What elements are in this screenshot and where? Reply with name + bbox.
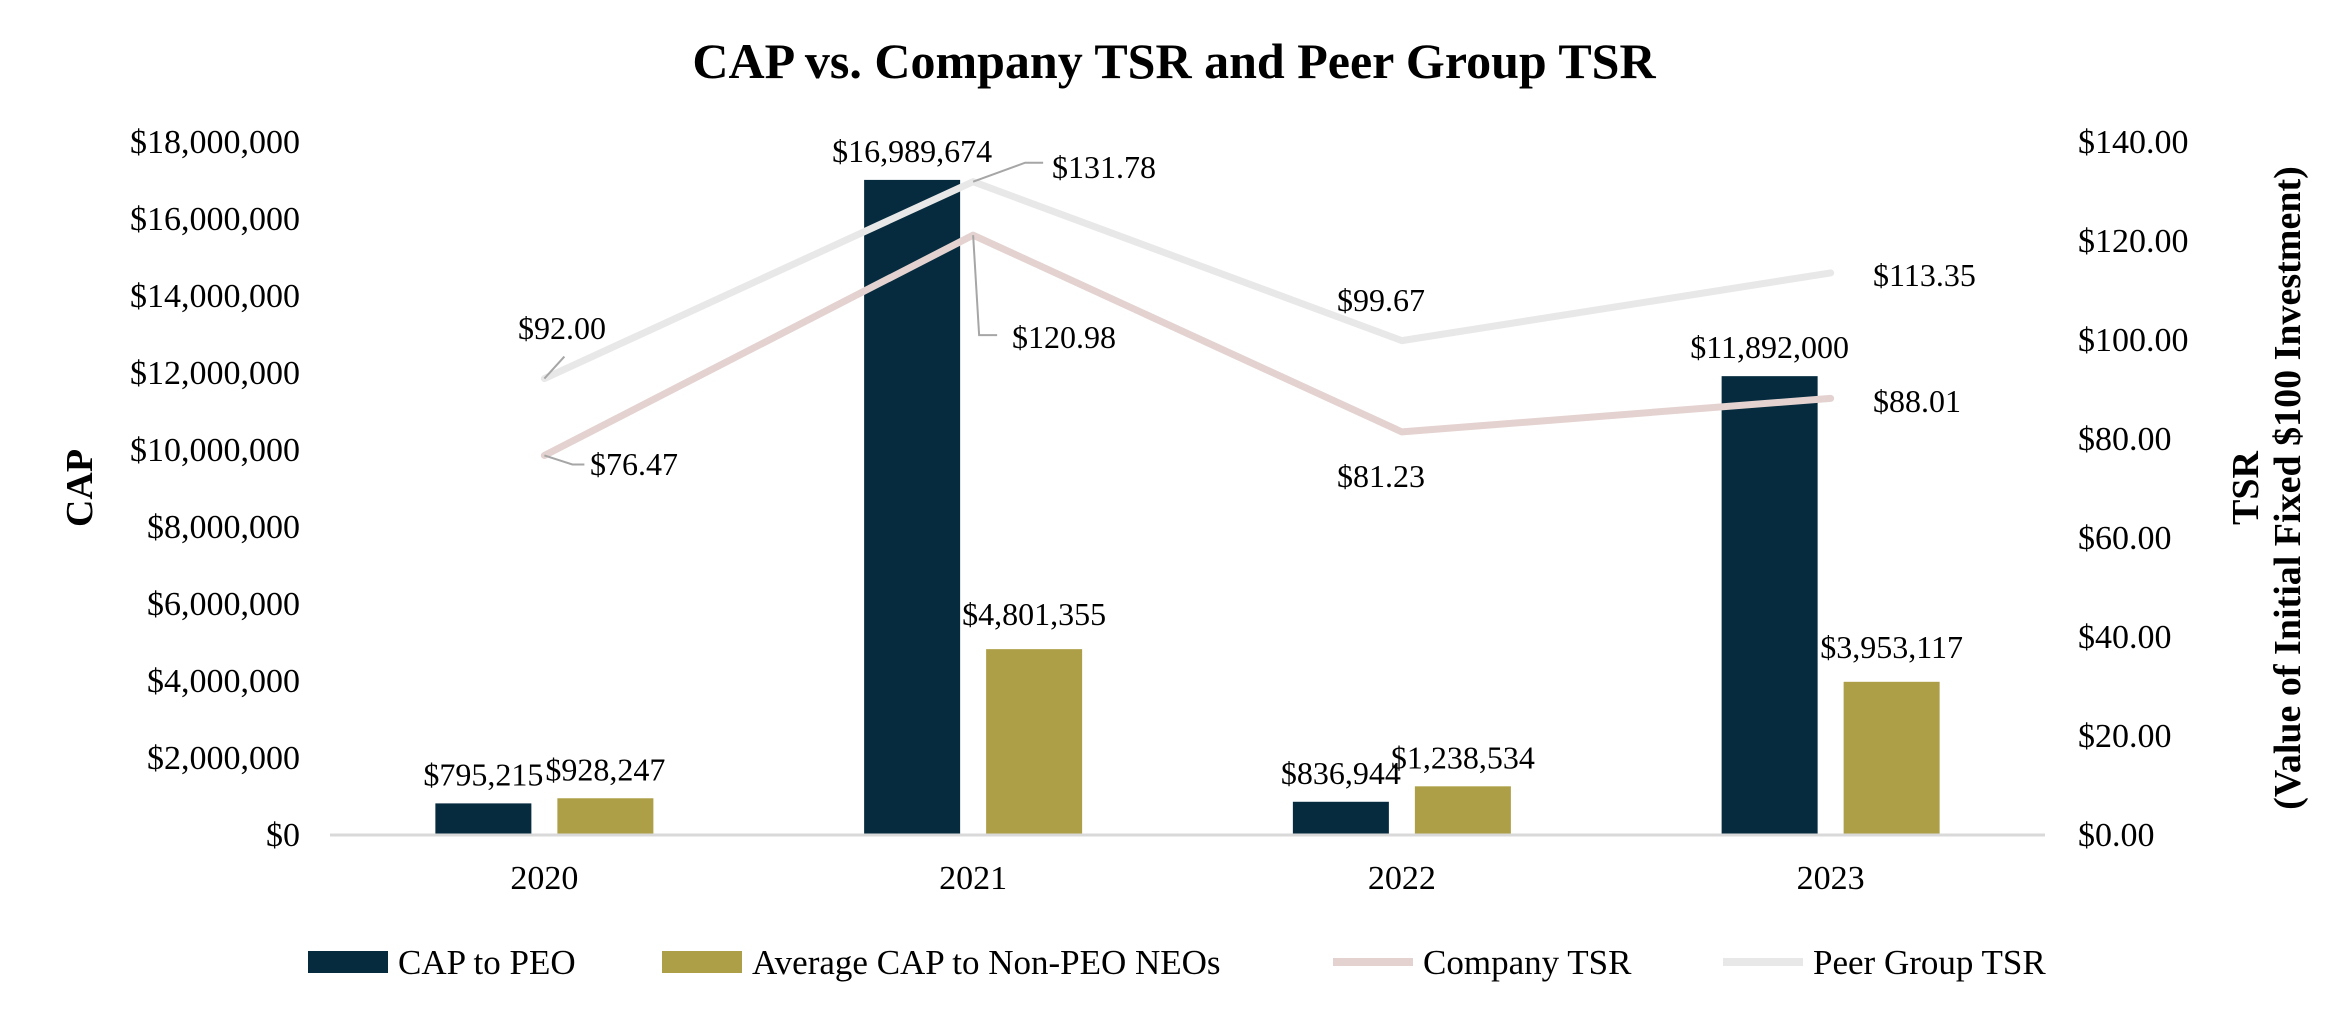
bar-data-label: $4,801,355 xyxy=(962,596,1106,632)
line-data-label: $92.00 xyxy=(518,310,606,346)
left-axis-title: CAP xyxy=(59,449,101,527)
left-axis-tick-label: $12,000,000 xyxy=(130,355,300,392)
x-axis-tick-label: 2020 xyxy=(510,860,578,897)
legend-label: CAP to PEO xyxy=(398,943,576,982)
bar-data-label: $1,238,534 xyxy=(1391,739,1535,775)
peer-group-tsr-line xyxy=(540,178,1835,383)
left-axis-tick-label: $8,000,000 xyxy=(147,509,300,546)
line-data-label: $131.78 xyxy=(1052,149,1156,185)
right-axis-tick-label: $20.00 xyxy=(2078,718,2172,755)
left-axis-tick-label: $14,000,000 xyxy=(130,278,300,315)
line-data-label: $88.01 xyxy=(1873,383,1961,419)
leader-line xyxy=(972,161,1044,183)
x-axis-tick-label: 2021 xyxy=(939,860,1007,897)
right-axis-tick-label: $60.00 xyxy=(2078,520,2172,557)
right-axis-tick-label: $100.00 xyxy=(2078,322,2189,359)
line-data-label: $113.35 xyxy=(1873,257,1976,293)
right-axis-tick-label: $120.00 xyxy=(2078,223,2189,260)
legend-label: Company TSR xyxy=(1423,943,1632,982)
bar-cap-to-peo-2023 xyxy=(1721,376,1818,834)
right-axis-tick-label: $40.00 xyxy=(2078,619,2172,656)
right-axis-title-line1: TSR xyxy=(2225,450,2267,524)
line-data-label: $120.98 xyxy=(1012,319,1116,355)
left-axis-tick-label: $2,000,000 xyxy=(147,740,300,777)
bar-data-label: $3,953,117 xyxy=(1820,629,1963,665)
left-axis-tick-label: $10,000,000 xyxy=(130,432,300,469)
legend-swatch xyxy=(662,951,742,973)
bar-cap-to-peo-2022 xyxy=(1292,801,1389,834)
x-axis-tick-label: 2022 xyxy=(1368,860,1436,897)
chart-title: CAP vs. Company TSR and Peer Group TSR xyxy=(692,33,1656,89)
x-axis-tick-label: 2023 xyxy=(1797,860,1865,897)
bar-cap-to-peo-2020 xyxy=(435,803,532,834)
bar-data-label: $928,247 xyxy=(545,751,665,787)
company-tsr-line xyxy=(540,231,1835,459)
right-axis-title-line2: (Value of Initial Fixed $100 Investment) xyxy=(2267,166,2309,810)
right-axis-tick-label: $140.00 xyxy=(2078,124,2189,161)
left-axis-tick-label: $18,000,000 xyxy=(130,124,300,161)
left-axis-tick-label: $6,000,000 xyxy=(147,586,300,623)
leader-line xyxy=(544,454,585,466)
legend-swatch xyxy=(308,951,388,973)
leader-line xyxy=(543,355,566,380)
left-axis-tick-label: $0 xyxy=(266,817,300,854)
legend-label: Peer Group TSR xyxy=(1813,943,2046,982)
bar-data-label: $11,892,000 xyxy=(1690,329,1849,365)
bar-data-label: $16,989,674 xyxy=(832,133,992,169)
line-data-label: $76.47 xyxy=(590,446,678,482)
leader-line xyxy=(972,235,998,337)
bar-avg-cap-non-peo-2021 xyxy=(986,649,1083,834)
bar-data-label: $795,215 xyxy=(423,756,543,792)
right-axis-tick-label: $0.00 xyxy=(2078,817,2155,854)
line-data-label: $99.67 xyxy=(1337,282,1425,318)
right-axis-tick-label: $80.00 xyxy=(2078,421,2172,458)
bar-avg-cap-non-peo-2020 xyxy=(557,798,654,834)
left-axis-tick-label: $4,000,000 xyxy=(147,663,300,700)
legend-label: Average CAP to Non-PEO NEOs xyxy=(752,943,1221,982)
line-data-label: $81.23 xyxy=(1337,458,1425,494)
left-axis-tick-label: $16,000,000 xyxy=(130,201,300,238)
bar-data-label: $836,944 xyxy=(1281,755,1401,791)
bar-avg-cap-non-peo-2023 xyxy=(1843,681,1940,834)
bar-cap-to-peo-2021 xyxy=(864,179,961,834)
bar-avg-cap-non-peo-2022 xyxy=(1414,786,1511,834)
